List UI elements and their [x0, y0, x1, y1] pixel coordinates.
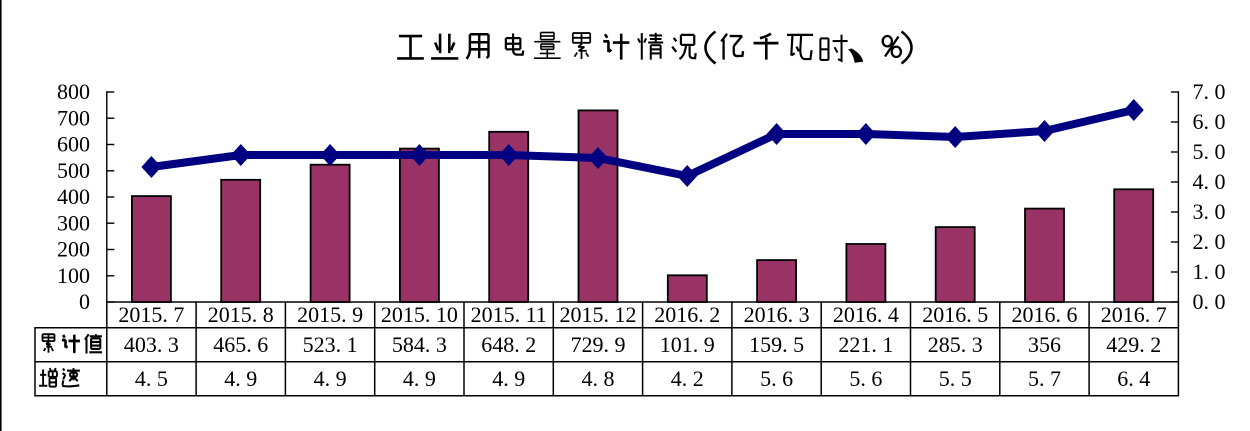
svg-text:4. 9: 4. 9	[492, 366, 525, 391]
svg-text:4. 5: 4. 5	[135, 366, 168, 391]
svg-text:4. 8: 4. 8	[582, 366, 615, 391]
svg-text:0: 0	[79, 289, 90, 314]
svg-text:285. 3: 285. 3	[928, 332, 983, 357]
svg-text:3. 0: 3. 0	[1193, 199, 1226, 224]
svg-text:1. 0: 1. 0	[1193, 259, 1226, 284]
svg-text:2015. 8: 2015. 8	[208, 302, 274, 327]
svg-text:465. 6: 465. 6	[213, 332, 268, 357]
svg-text:2015. 9: 2015. 9	[297, 302, 363, 327]
svg-text:0. 0: 0. 0	[1193, 289, 1226, 314]
svg-text:2016. 7: 2016. 7	[1101, 302, 1167, 327]
svg-text:2016. 4: 2016. 4	[833, 302, 899, 327]
svg-text:600: 600	[57, 132, 90, 157]
svg-text:5. 6: 5. 6	[849, 366, 882, 391]
svg-text:4. 9: 4. 9	[314, 366, 347, 391]
svg-text:2016. 3: 2016. 3	[744, 302, 810, 327]
svg-text:6. 4: 6. 4	[1117, 366, 1150, 391]
svg-text:159. 5: 159. 5	[749, 332, 804, 357]
svg-text:5. 6: 5. 6	[760, 366, 793, 391]
svg-text:5. 7: 5. 7	[1028, 366, 1061, 391]
svg-text:2015. 11: 2015. 11	[471, 302, 547, 327]
svg-text:101. 9: 101. 9	[660, 332, 715, 357]
svg-text:2016. 6: 2016. 6	[1012, 302, 1078, 327]
svg-text:300: 300	[57, 210, 90, 235]
svg-text:2. 0: 2. 0	[1193, 229, 1226, 254]
svg-text:729. 9: 729. 9	[571, 332, 626, 357]
svg-text:648. 2: 648. 2	[481, 332, 536, 357]
svg-text:2015. 7: 2015. 7	[118, 302, 184, 327]
svg-text:400: 400	[57, 184, 90, 209]
svg-text:5. 5: 5. 5	[939, 366, 972, 391]
svg-text:100: 100	[57, 263, 90, 288]
svg-text:6. 0: 6. 0	[1193, 109, 1226, 134]
svg-text:221. 1: 221. 1	[838, 332, 893, 357]
svg-text:2016. 2: 2016. 2	[654, 302, 720, 327]
svg-text:4. 9: 4. 9	[403, 366, 436, 391]
svg-text:4. 9: 4. 9	[224, 366, 257, 391]
svg-text:4. 0: 4. 0	[1193, 169, 1226, 194]
svg-text:523. 1: 523. 1	[303, 332, 358, 357]
svg-text:2015. 10: 2015. 10	[381, 302, 458, 327]
svg-text:429. 2: 429. 2	[1106, 332, 1161, 357]
svg-text:2016. 5: 2016. 5	[922, 302, 988, 327]
svg-text:584. 3: 584. 3	[392, 332, 447, 357]
svg-text:200: 200	[57, 237, 90, 262]
svg-text:356: 356	[1028, 332, 1061, 357]
svg-text:5. 0: 5. 0	[1193, 139, 1226, 164]
svg-text:700: 700	[57, 106, 90, 131]
svg-text:500: 500	[57, 158, 90, 183]
svg-text:403. 3: 403. 3	[124, 332, 179, 357]
svg-text:800: 800	[57, 79, 90, 104]
svg-text:2015. 12: 2015. 12	[560, 302, 637, 327]
svg-text:4. 2: 4. 2	[671, 366, 704, 391]
svg-text:7. 0: 7. 0	[1193, 79, 1226, 104]
